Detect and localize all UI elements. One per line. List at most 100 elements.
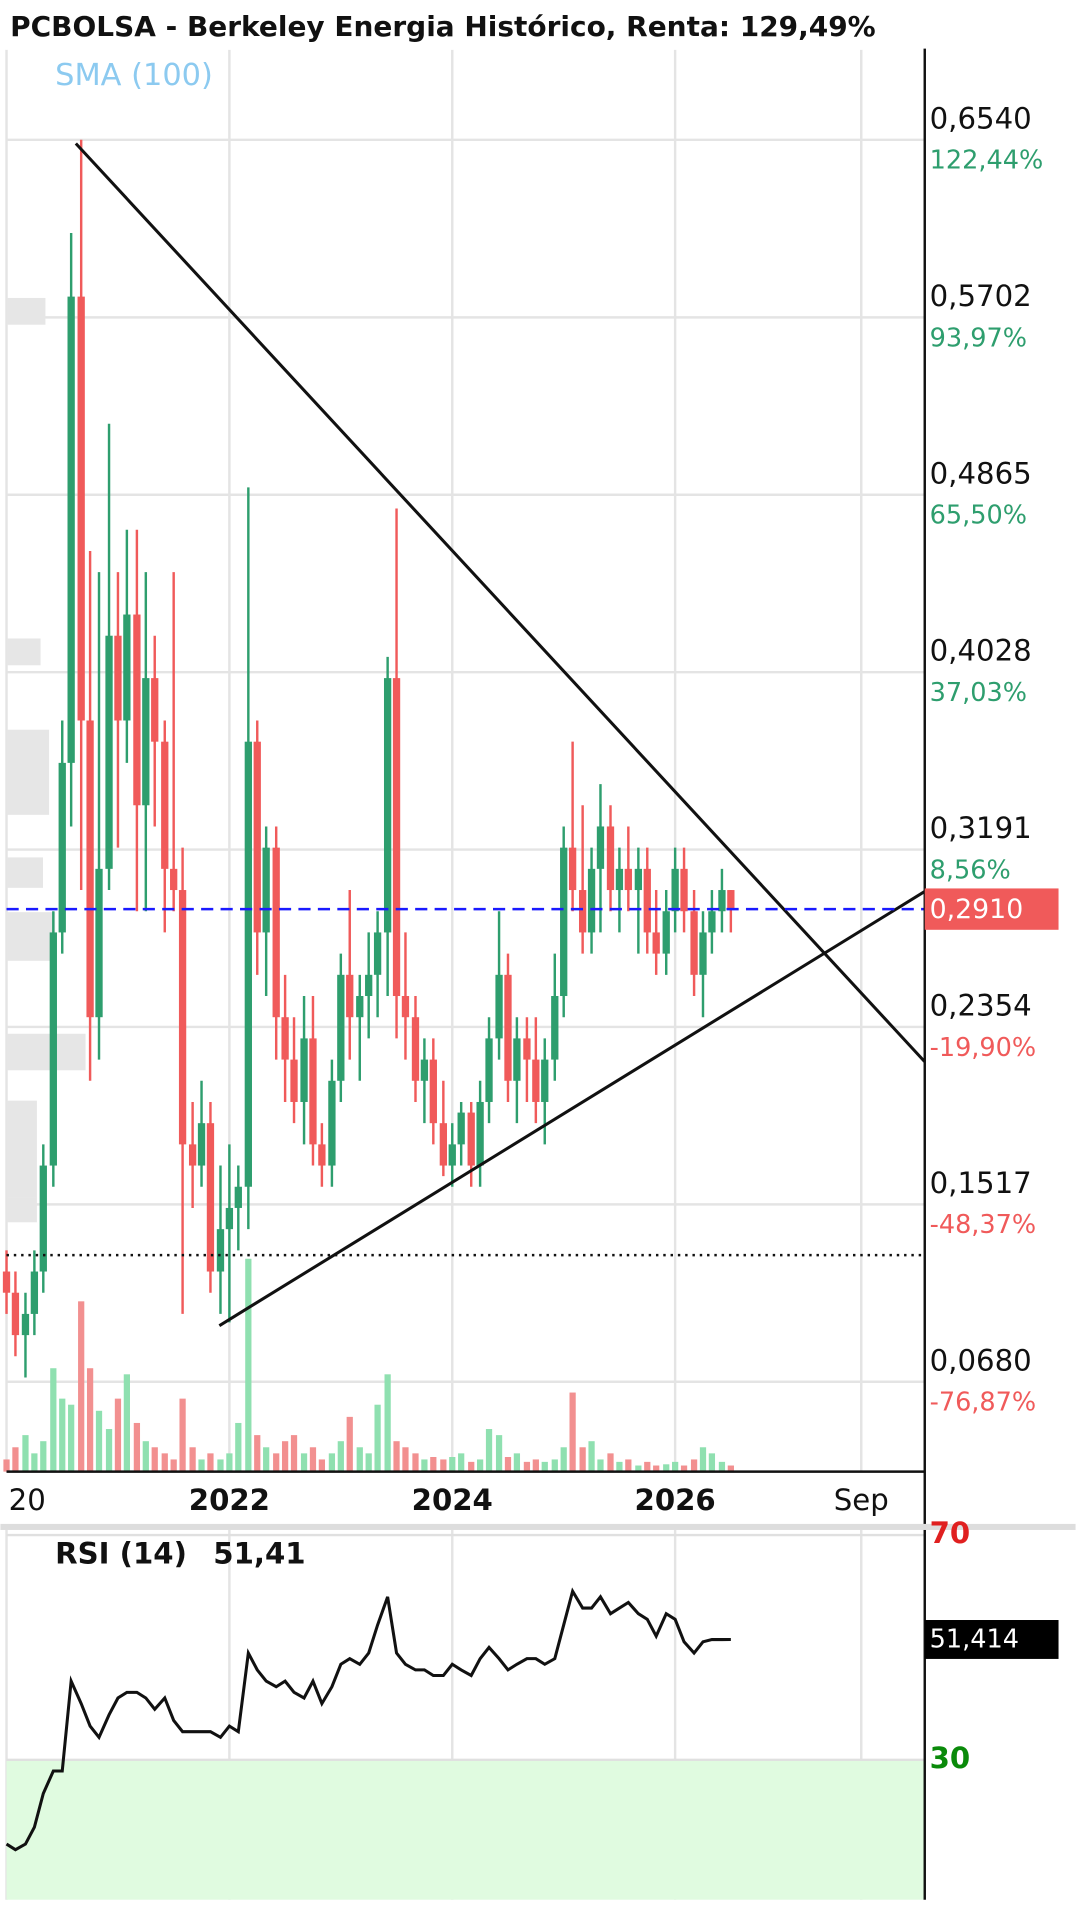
rsi-last: 51,41 [213,1537,305,1571]
candle-body [216,1229,225,1272]
candle-body [300,1038,308,1102]
rsi-tick-label: 70 [930,1516,971,1550]
volume-bar [393,1441,400,1472]
volume-bar [105,1429,113,1472]
volume-bar [95,1410,103,1472]
volume-bar [273,1453,280,1472]
candle-body [532,1059,540,1102]
candle-body [596,826,605,869]
candle-body [429,1059,437,1124]
volume-bar [708,1453,716,1472]
volume-bar [597,1459,604,1472]
volume-bar [50,1368,57,1472]
candle-body [383,678,392,933]
volume-bar [59,1398,66,1472]
volume-bar [281,1441,289,1472]
volume-bar [3,1459,10,1472]
volume-bar [495,1435,503,1472]
panel-separator [0,1523,1076,1530]
candle-body [727,890,735,910]
volume-bar [198,1459,205,1472]
last-price-label: 0,2910 [930,894,1024,925]
candle-body [476,1101,484,1166]
candle-body [680,868,688,912]
volume-bar [513,1453,521,1472]
candle-body [206,1123,215,1272]
candle-body [309,1038,317,1145]
volume-bar [290,1435,298,1472]
volume-bar [337,1441,344,1472]
candle-body [290,1059,298,1102]
y-tick-label: 0,2354 [930,988,1032,1022]
candle-body [281,1017,289,1060]
volume-bar [40,1441,47,1472]
y-tick-label: 0,0680 [930,1343,1032,1377]
candle-body [39,1165,47,1272]
y-tick-label: 0,5702 [930,279,1032,313]
volume-bar [485,1429,493,1472]
candle-body [420,1059,429,1081]
volume-bar [607,1453,614,1472]
candle-body [188,1144,197,1166]
volume [3,1258,734,1472]
candle-body [699,932,707,975]
return-label: -48,37% [930,1210,1037,1240]
candle-body [49,932,57,1166]
rsi-value-label: 51,414 [930,1625,1019,1655]
candles [2,139,735,1378]
volume-bar [346,1416,353,1472]
volume-bar [625,1459,632,1472]
volume-bar [365,1453,372,1472]
candle-body [133,614,141,806]
candle-body [58,762,66,933]
volume-bar [170,1459,177,1472]
x-tick-label: Sep [834,1483,889,1517]
candle-body [86,720,94,1018]
candle-body [253,741,261,933]
trend-line [74,142,926,1063]
volume-bar [133,1422,141,1472]
candle-body [485,1038,493,1102]
volume-bar [690,1459,698,1472]
volume-bar [727,1465,734,1472]
volume-bar [235,1422,242,1472]
volume-bar [142,1441,149,1472]
volume-bar [12,1447,19,1472]
volume-bar [680,1465,688,1472]
profile-bar [6,912,56,961]
rsi-line [5,1587,731,1852]
candle-body [67,296,75,763]
candle-body [560,847,568,997]
profile-bar [6,638,41,666]
volume-bar [672,1461,679,1472]
volume-bar [31,1453,38,1472]
y-tick-label: 0,1517 [930,1166,1032,1200]
x-tick-label: 20 [9,1483,46,1517]
candle-body [178,890,187,1145]
candle-body [578,890,587,933]
grid [5,48,925,1900]
volume-bar [579,1447,586,1472]
candle-body [244,741,252,1187]
profile-bar [6,857,44,888]
candle-body [123,614,131,721]
y-tick-label: 0,4028 [930,634,1032,668]
volume-bar [644,1461,651,1472]
volume-bar [123,1374,130,1472]
indicator-label: SMA (100) [55,58,213,93]
candle-body [21,1313,30,1336]
candle-body [624,868,632,891]
return-label: 65,50% [930,501,1027,531]
volume-bar [86,1368,94,1472]
candle-body [356,996,364,1018]
candle-body [262,847,270,933]
x-tick-label: 2022 [189,1483,270,1517]
candle-body [615,868,624,891]
volume-bar [384,1374,391,1472]
volume-bar [588,1441,595,1472]
volume-bar [114,1398,122,1472]
volume-bar [179,1398,186,1472]
volume-bar [254,1435,261,1472]
volume-bar [161,1453,168,1472]
